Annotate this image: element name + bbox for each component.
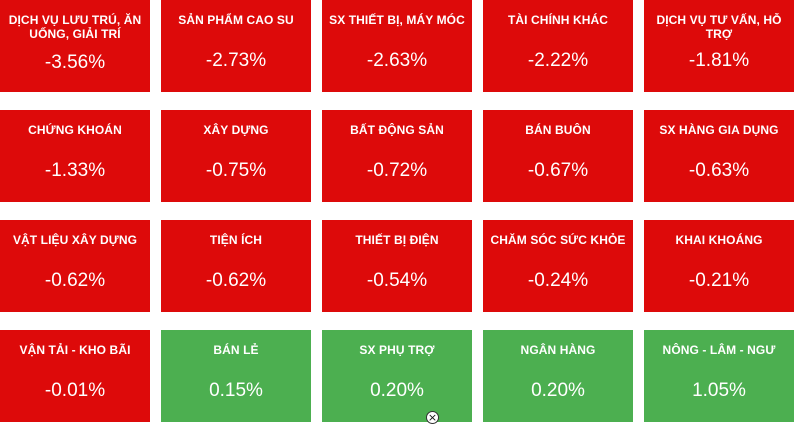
sector-change: 0.15% <box>209 380 263 401</box>
sector-tile[interactable]: BÁN LẺ 0.15% <box>161 330 311 422</box>
sector-tile[interactable]: NGÂN HÀNG 0.20% <box>483 330 633 422</box>
sector-change: -0.21% <box>688 270 750 291</box>
sector-name: THIẾT BỊ ĐIỆN <box>355 233 439 247</box>
sector-name: VẬT LIỆU XÂY DỰNG <box>12 233 138 247</box>
sector-change: -0.75% <box>205 160 267 181</box>
sector-tile[interactable]: DỊCH VỤ TƯ VẤN, HỖ TRỢ -1.81% <box>644 0 794 92</box>
sector-tile[interactable]: KHAI KHOÁNG -0.21% <box>644 220 794 312</box>
sector-name: NGÂN HÀNG <box>520 343 596 357</box>
sector-name: DỊCH VỤ LƯU TRÚ, ĂN UỐNG, GIẢI TRÍ <box>8 13 142 41</box>
sector-tile[interactable]: XÂY DỰNG -0.75% <box>161 110 311 202</box>
sector-tile[interactable]: TÀI CHÍNH KHÁC -2.22% <box>483 0 633 92</box>
sector-change: 1.05% <box>692 380 746 401</box>
sector-tile[interactable]: BÁN BUÔN -0.67% <box>483 110 633 202</box>
sector-tile[interactable]: BẤT ĐỘNG SẢN -0.72% <box>322 110 472 202</box>
sector-name: BÁN BUÔN <box>525 123 591 137</box>
sector-name: KHAI KHOÁNG <box>675 233 763 247</box>
sector-tile[interactable]: SX THIẾT BỊ, MÁY MÓC -2.63% <box>322 0 472 92</box>
sector-change: -0.01% <box>44 380 106 401</box>
sector-name: SX THIẾT BỊ, MÁY MÓC <box>329 13 465 27</box>
sector-tile[interactable]: SẢN PHẨM CAO SU -2.73% <box>161 0 311 92</box>
sector-change: -2.73% <box>205 50 267 71</box>
sector-name: VẬN TẢI - KHO BÃI <box>19 343 131 357</box>
sector-change: -1.81% <box>688 50 750 71</box>
sector-change: -0.62% <box>44 270 106 291</box>
sector-name: XÂY DỰNG <box>203 123 269 137</box>
sector-name: SẢN PHẨM CAO SU <box>178 13 294 27</box>
sector-tile[interactable]: CHĂM SÓC SỨC KHỎE -0.24% <box>483 220 633 312</box>
sector-name: TIỆN ÍCH <box>209 233 263 247</box>
sector-change: -0.63% <box>688 160 750 181</box>
sector-tile[interactable]: CHỨNG KHOÁN -1.33% <box>0 110 150 202</box>
sector-name: CHỨNG KHOÁN <box>28 123 122 137</box>
sector-tile[interactable]: SX HÀNG GIA DỤNG -0.63% <box>644 110 794 202</box>
sector-change: -0.54% <box>366 270 428 291</box>
sector-name: BẤT ĐỘNG SẢN <box>350 123 444 137</box>
sector-name: BÁN LẺ <box>213 343 259 357</box>
sector-tile[interactable]: VẬN TẢI - KHO BÃI -0.01% <box>0 330 150 422</box>
sector-change: -0.67% <box>527 160 589 181</box>
sector-tile[interactable]: NÔNG - LÂM - NGƯ 1.05% <box>644 330 794 422</box>
sector-change: 0.20% <box>370 380 424 401</box>
sector-name: NÔNG - LÂM - NGƯ <box>662 343 776 357</box>
sector-tile[interactable]: VẬT LIỆU XÂY DỰNG -0.62% <box>0 220 150 312</box>
sector-tile[interactable]: THIẾT BỊ ĐIỆN -0.54% <box>322 220 472 312</box>
sector-name: DỊCH VỤ TƯ VẤN, HỖ TRỢ <box>656 13 782 41</box>
sector-change: -3.56% <box>44 52 106 73</box>
sector-change: -2.22% <box>527 50 589 71</box>
sector-tile[interactable]: DỊCH VỤ LƯU TRÚ, ĂN UỐNG, GIẢI TRÍ -3.56… <box>0 0 150 92</box>
sector-name: CHĂM SÓC SỨC KHỎE <box>490 233 626 247</box>
sector-tile[interactable]: SX PHỤ TRỢ 0.20% <box>322 330 472 422</box>
sector-tile[interactable]: TIỆN ÍCH -0.62% <box>161 220 311 312</box>
close-icon[interactable]: × <box>426 411 439 424</box>
sector-name: SX PHỤ TRỢ <box>359 343 435 357</box>
sector-change: 0.20% <box>531 380 585 401</box>
sector-name: TÀI CHÍNH KHÁC <box>507 13 609 27</box>
sector-name: SX HÀNG GIA DỤNG <box>659 123 779 137</box>
sector-change: -0.24% <box>527 270 589 291</box>
sector-change: -1.33% <box>44 160 106 181</box>
sector-change: -2.63% <box>366 50 428 71</box>
sector-change: -0.62% <box>205 270 267 291</box>
sector-change: -0.72% <box>366 160 428 181</box>
